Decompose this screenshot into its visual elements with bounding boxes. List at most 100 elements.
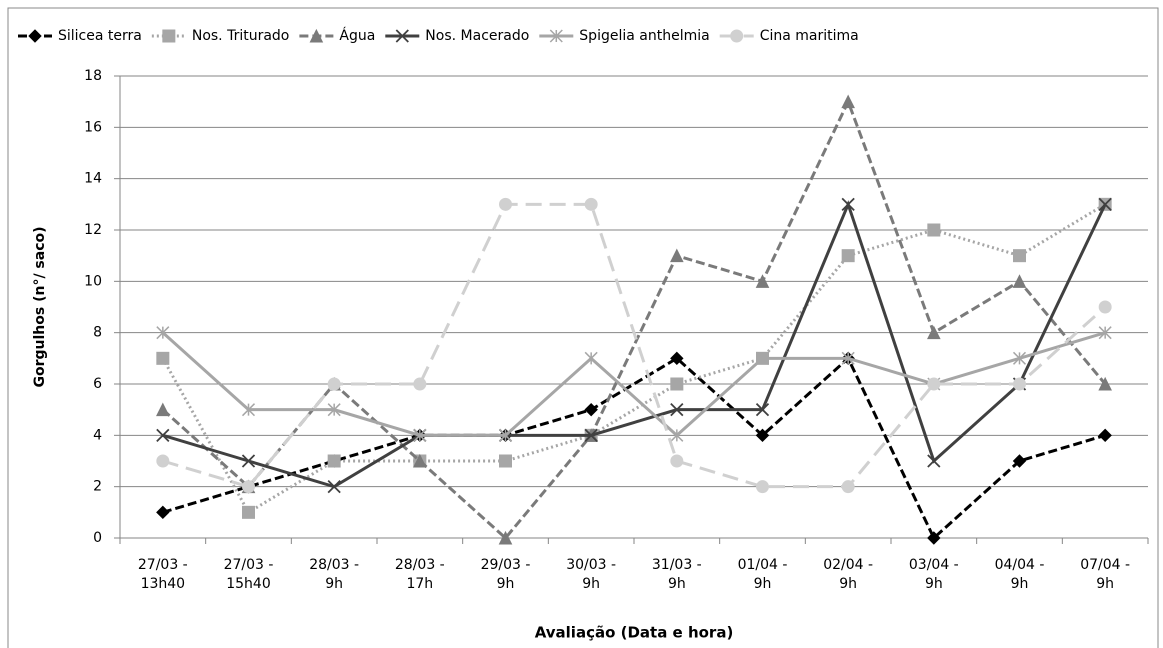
y-tick-label: 12 — [84, 222, 102, 238]
marker — [670, 454, 684, 468]
y-tick-label: 2 — [93, 479, 102, 495]
legend-item: Água — [299, 27, 375, 44]
marker — [1012, 351, 1027, 365]
marker — [327, 480, 341, 494]
marker — [670, 428, 684, 442]
marker — [670, 377, 684, 391]
x-tick-label: 31/03 - 9h — [651, 557, 702, 592]
marker — [755, 403, 770, 417]
y-tick-label: 4 — [93, 427, 102, 443]
x-tick-label: 02/04 - 9h — [823, 557, 874, 592]
y-axis-title: Gorgulhos (n°/ saco) — [32, 226, 48, 387]
marker — [395, 29, 409, 43]
x-tick-label: 03/04 - 9h — [908, 557, 959, 592]
marker — [241, 403, 256, 417]
series-line — [161, 203, 1106, 515]
legend-item: Silicea terra — [18, 28, 142, 44]
marker — [499, 197, 512, 211]
legend-label: Cina maritima — [760, 28, 859, 44]
marker — [156, 326, 170, 340]
marker — [841, 197, 855, 211]
marker — [755, 274, 770, 288]
marker — [927, 454, 941, 468]
legend-label: Silicea terra — [58, 28, 142, 44]
y-tick-label: 0 — [93, 530, 102, 546]
marker — [756, 480, 769, 494]
marker — [1012, 274, 1027, 288]
marker — [156, 402, 170, 417]
marker — [309, 28, 324, 43]
series-line — [162, 355, 1106, 541]
legend-item: Spigelia anthelmia — [539, 28, 710, 44]
marker — [413, 377, 427, 391]
x-tick-label: 27/03 - 15h40 — [223, 557, 274, 592]
marker — [241, 454, 256, 468]
x-tick-label: 07/04 - 9h — [1080, 557, 1131, 592]
x-axis-title: Avaliação (Data e hora) — [535, 624, 734, 642]
marker — [1013, 249, 1026, 263]
marker — [156, 454, 170, 468]
marker — [1098, 376, 1112, 391]
legend-item: Nos. Triturado — [151, 28, 290, 44]
legend-label: Nos. Triturado — [192, 28, 290, 44]
chart-frame — [7, 7, 1159, 648]
marker — [670, 248, 684, 263]
y-tick-label: 6 — [93, 376, 102, 392]
marker — [499, 454, 512, 468]
x-tick-label: 04/04 - 9h — [994, 557, 1045, 592]
marker — [1098, 300, 1112, 314]
y-tick-label: 10 — [84, 273, 102, 289]
y-tick-label: 14 — [84, 171, 102, 187]
marker — [327, 403, 341, 417]
marker — [498, 530, 513, 545]
marker — [584, 428, 598, 442]
x-tick-label: 30/03 - 9h — [566, 557, 617, 592]
y-tick-label: 16 — [84, 119, 102, 135]
marker — [841, 249, 855, 263]
marker — [584, 402, 598, 417]
marker — [413, 453, 427, 468]
marker — [584, 197, 598, 211]
marker — [162, 29, 176, 43]
marker — [670, 403, 684, 417]
marker — [841, 351, 855, 365]
x-tick-label: 01/04 - 9h — [737, 557, 788, 592]
marker — [327, 377, 341, 391]
marker — [584, 351, 598, 365]
y-tick-label: 18 — [84, 68, 102, 84]
marker — [1098, 428, 1112, 443]
marker — [1012, 454, 1027, 468]
marker — [156, 428, 170, 442]
marker — [156, 505, 170, 520]
marker — [755, 351, 770, 365]
legend-label: Água — [339, 27, 375, 44]
marker — [841, 94, 855, 109]
marker — [156, 351, 170, 365]
marker — [755, 428, 770, 443]
series-line — [161, 97, 1107, 541]
marker — [1098, 326, 1112, 340]
marker — [327, 454, 341, 468]
marker — [927, 223, 941, 237]
series-line — [162, 200, 1107, 489]
series-line — [161, 331, 1106, 438]
legend-label: Spigelia anthelmia — [579, 28, 709, 44]
legend-label: Nos. Macerado — [425, 28, 529, 44]
legend-item: Cina maritima — [719, 28, 859, 44]
marker — [927, 325, 941, 340]
x-tick-label: 29/03 - 9h — [480, 557, 531, 592]
series-line — [162, 202, 1107, 489]
marker — [28, 29, 42, 43]
marker — [1098, 197, 1112, 211]
marker — [242, 505, 255, 519]
marker — [549, 29, 563, 43]
marker — [927, 531, 941, 545]
marker — [841, 480, 855, 494]
marker — [498, 428, 513, 442]
x-tick-label: 28/03 - 17h — [394, 557, 445, 592]
marker — [1013, 377, 1026, 391]
x-tick-label: 28/03 - 9h — [309, 557, 360, 592]
marker — [413, 428, 427, 442]
